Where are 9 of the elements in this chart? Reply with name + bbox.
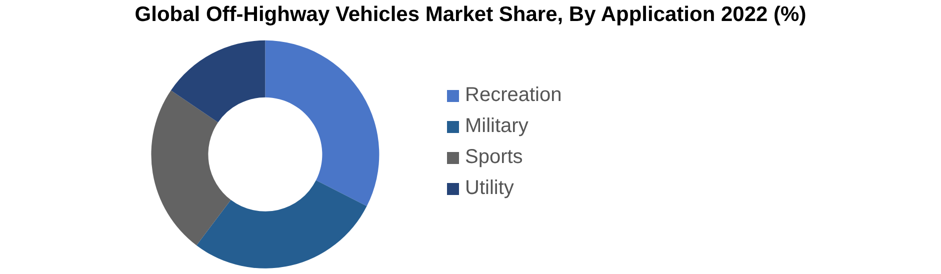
legend-label: Recreation	[465, 84, 562, 107]
donut-slice	[196, 180, 367, 268]
donut-slice	[265, 40, 380, 206]
donut-slice	[170, 40, 266, 122]
legend-label: Military	[465, 115, 528, 138]
legend-label: Utility	[465, 177, 514, 200]
donut-slice	[151, 90, 231, 246]
legend-label: Sports	[465, 146, 523, 169]
chart-title: Global Off-Highway Vehicles Market Share, By Application 2022 (%)	[134, 3, 808, 27]
